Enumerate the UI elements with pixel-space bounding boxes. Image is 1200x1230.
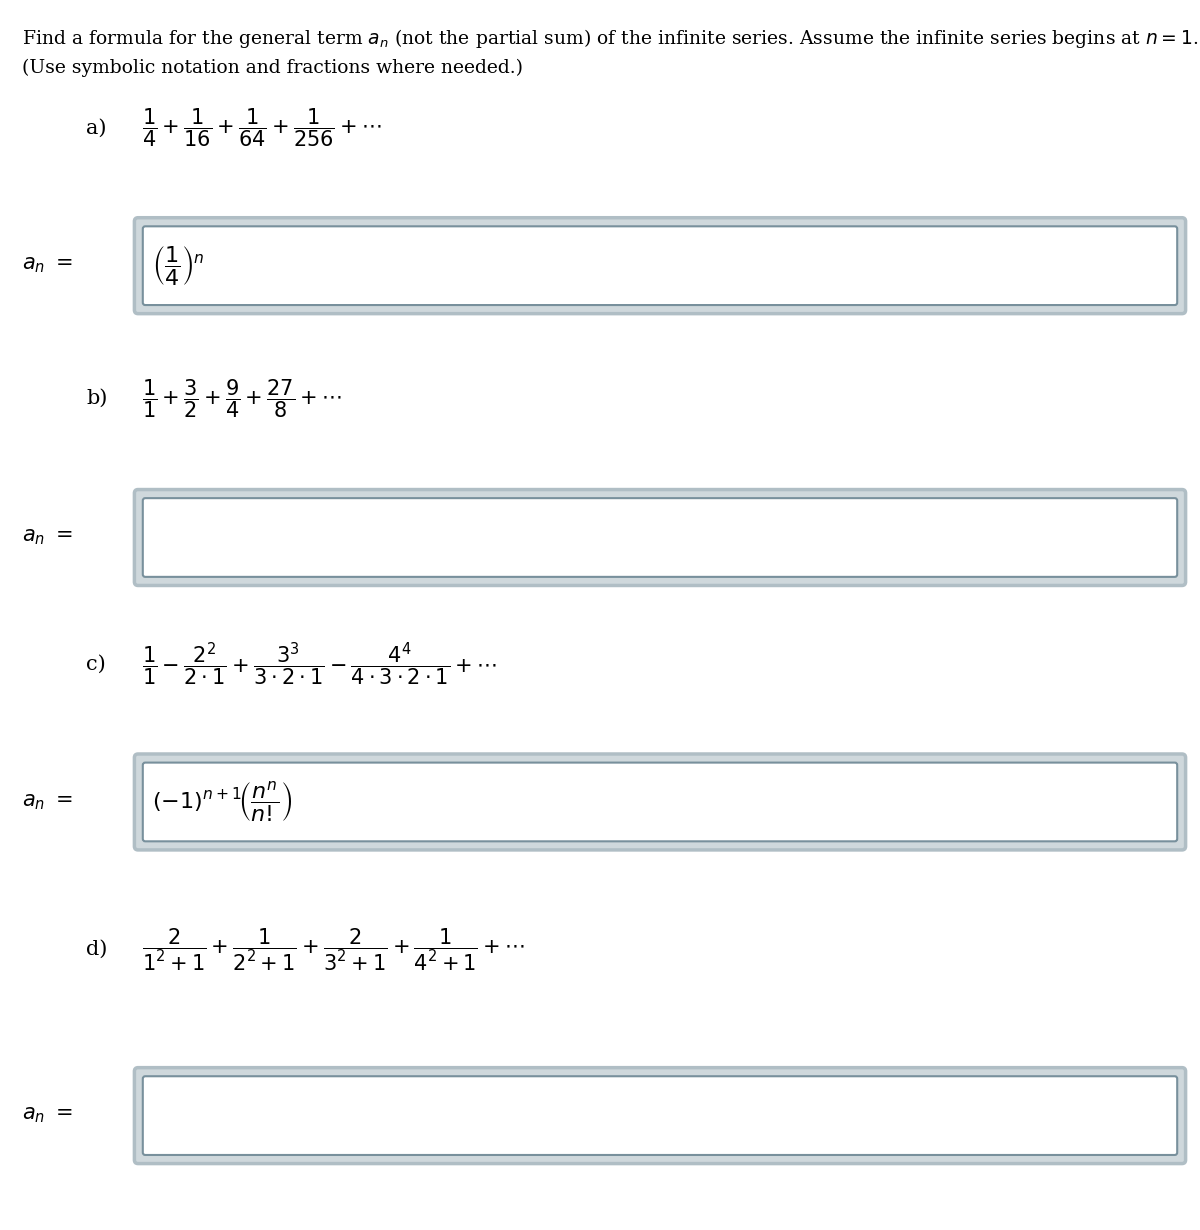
Text: b): b)	[86, 389, 108, 408]
FancyBboxPatch shape	[134, 754, 1186, 850]
Text: $\dfrac{1}{4} + \dfrac{1}{16} + \dfrac{1}{64} + \dfrac{1}{256} + \cdots$: $\dfrac{1}{4} + \dfrac{1}{16} + \dfrac{1…	[142, 107, 382, 149]
Text: (Use symbolic notation and fractions where needed.): (Use symbolic notation and fractions whe…	[22, 59, 523, 77]
Text: $\dfrac{2}{1^2+1} + \dfrac{1}{2^2+1} + \dfrac{2}{3^2+1} + \dfrac{1}{4^2+1} + \cd: $\dfrac{2}{1^2+1} + \dfrac{1}{2^2+1} + \…	[142, 926, 524, 973]
Text: d): d)	[86, 940, 108, 959]
FancyBboxPatch shape	[143, 226, 1177, 305]
FancyBboxPatch shape	[143, 763, 1177, 841]
Text: $a_n\ =$: $a_n\ =$	[22, 792, 72, 812]
Text: $(-1)^{n+1}\!\left(\dfrac{n^n}{n!}\right)$: $(-1)^{n+1}\!\left(\dfrac{n^n}{n!}\right…	[152, 780, 293, 824]
Text: $a_n\ =$: $a_n\ =$	[22, 528, 72, 547]
FancyBboxPatch shape	[134, 1068, 1186, 1164]
Text: Find a formula for the general term $a_n$ (not the partial sum) of the infinite : Find a formula for the general term $a_n…	[22, 27, 1198, 50]
FancyBboxPatch shape	[143, 498, 1177, 577]
Text: $\dfrac{1}{1} - \dfrac{2^2}{2 \cdot 1} + \dfrac{3^3}{3 \cdot 2 \cdot 1} - \dfrac: $\dfrac{1}{1} - \dfrac{2^2}{2 \cdot 1} +…	[142, 641, 497, 688]
FancyBboxPatch shape	[134, 490, 1186, 585]
Text: c): c)	[86, 654, 106, 674]
Text: $\left(\dfrac{1}{4}\right)^{n}$: $\left(\dfrac{1}{4}\right)^{n}$	[152, 245, 205, 287]
Text: a): a)	[86, 118, 107, 138]
Text: $a_n\ =$: $a_n\ =$	[22, 1106, 72, 1125]
Text: $a_n\ =$: $a_n\ =$	[22, 256, 72, 276]
Text: $\dfrac{1}{1} + \dfrac{3}{2} + \dfrac{9}{4} + \dfrac{27}{8} + \cdots$: $\dfrac{1}{1} + \dfrac{3}{2} + \dfrac{9}…	[142, 378, 341, 419]
FancyBboxPatch shape	[143, 1076, 1177, 1155]
FancyBboxPatch shape	[134, 218, 1186, 314]
